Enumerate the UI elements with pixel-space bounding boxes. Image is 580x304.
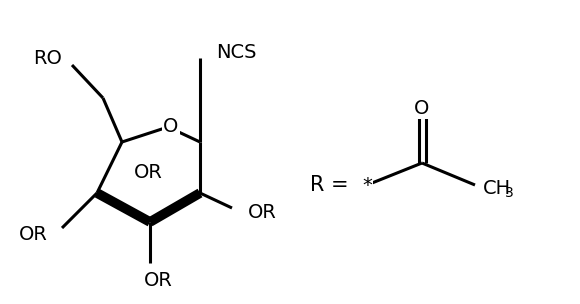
Text: CH: CH [483,179,511,199]
Text: O: O [164,118,179,136]
Text: OR: OR [133,163,162,181]
Text: 3: 3 [505,186,514,200]
Text: OR: OR [248,202,277,222]
Text: R =: R = [310,175,349,195]
Text: *: * [362,175,372,195]
Text: RO: RO [33,50,62,68]
Text: NCS: NCS [216,43,256,61]
Text: O: O [414,99,430,119]
Text: OR: OR [19,224,48,244]
Text: OR: OR [144,271,172,290]
